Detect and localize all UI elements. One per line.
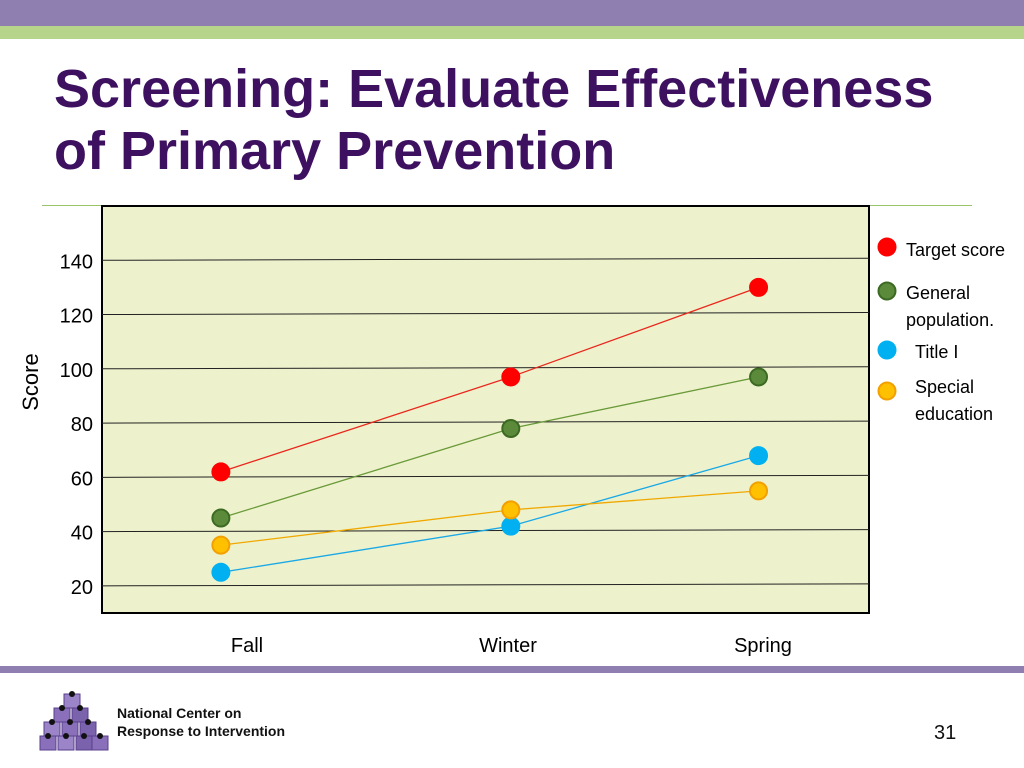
point-target-score-winter	[501, 367, 521, 387]
footer-organization: National Center on Response to Intervent…	[117, 704, 285, 740]
page-number: 31	[934, 722, 957, 744]
slide-title: Screening: Evaluate Effectiveness of Pri…	[54, 59, 934, 181]
x-tick-label-spring: Spring	[734, 635, 792, 657]
point-general-population-spring	[749, 367, 769, 387]
legend-marker-target-score	[877, 237, 897, 257]
legend: Target score General population. Title I Spe…	[877, 237, 1005, 424]
y-tick-labels: 20 40 60 80 100 120 140	[60, 251, 93, 599]
y-tick-label-140: 140	[60, 251, 93, 273]
point-special-education-spring	[749, 481, 769, 501]
legend-label-title-i: Title I	[915, 342, 958, 362]
gridline-80	[101, 420, 870, 424]
x-tick-labels: Fall Winter Spring	[231, 635, 792, 657]
legend-label-special-education-line-2: education	[915, 404, 993, 424]
legend-label-special-education-line-1: Special	[915, 377, 974, 397]
x-tick-label-fall: Fall	[231, 635, 263, 657]
legend-marker-title-i	[877, 340, 897, 360]
y-tick-label-100: 100	[60, 360, 93, 382]
point-target-score-spring	[749, 277, 769, 297]
gridline-20	[101, 583, 870, 587]
y-tick-label-60: 60	[71, 468, 93, 490]
gridline-120	[101, 312, 870, 316]
y-tick-label-80: 80	[71, 414, 93, 436]
legend-marker-general-population	[877, 281, 897, 301]
y-tick-label-120: 120	[60, 306, 93, 328]
point-special-education-fall	[211, 535, 231, 555]
series-points	[211, 277, 769, 582]
org-line-2: Response to Intervention	[117, 723, 286, 739]
point-general-population-fall	[211, 508, 231, 528]
y-tick-label-40: 40	[71, 523, 93, 545]
y-tick-label-20: 20	[71, 577, 93, 599]
ncrti-logo-icon	[39, 691, 109, 751]
gridline-140	[101, 257, 870, 261]
org-line-1: National Center on	[117, 705, 242, 721]
legend-marker-special-education	[877, 381, 897, 401]
legend-label-target-score: Target score	[906, 240, 1005, 260]
point-special-education-winter	[501, 500, 521, 520]
point-title-i-spring	[749, 446, 769, 466]
legend-label-general-population-line-1: General	[906, 283, 970, 303]
gridline-100	[101, 366, 870, 370]
bottom-divider	[0, 666, 1024, 673]
y-axis-label: Score	[18, 353, 43, 410]
grid-layer	[101, 257, 870, 587]
top-accent-bar	[0, 0, 1024, 26]
point-title-i-fall	[211, 562, 231, 582]
legend-label-general-population-line-2: population.	[906, 310, 994, 330]
gridline-60	[101, 474, 870, 478]
point-target-score-fall	[211, 462, 231, 482]
top-green-bar	[0, 26, 1024, 39]
x-tick-label-winter: Winter	[479, 635, 537, 657]
point-title-i-winter	[501, 516, 521, 536]
point-general-population-winter	[501, 418, 521, 438]
